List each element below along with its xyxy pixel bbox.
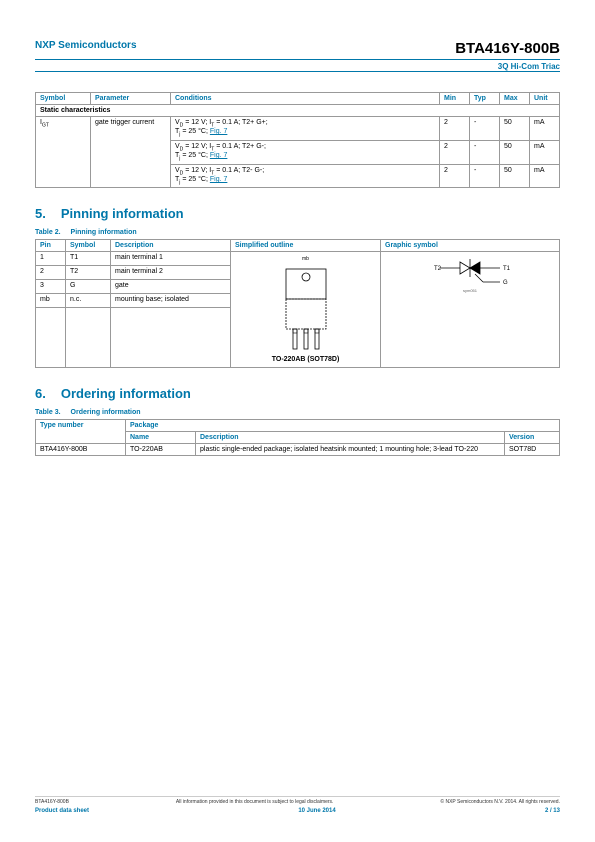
section-name: Ordering information: [61, 386, 191, 401]
svg-text:T1: T1: [503, 266, 511, 272]
cell-desc: mounting base; isolated: [111, 294, 231, 308]
cell-max: 50: [500, 140, 530, 164]
footer-copyright: © NXP Semiconductors N.V. 2014. All righ…: [440, 799, 560, 805]
th-package: Package: [126, 420, 560, 432]
cell-desc: main terminal 1: [111, 252, 231, 266]
th-version: Version: [505, 432, 560, 444]
cell-conditions: VD = 12 V; IT = 0.1 A; T2+ G-; Tj = 25 °…: [171, 140, 440, 164]
cell-min: 2: [440, 117, 470, 141]
th-type: Type number: [36, 420, 126, 444]
svg-text:G: G: [503, 280, 508, 286]
fig-link[interactable]: Fig. 7: [210, 152, 228, 159]
cell-max: 50: [500, 117, 530, 141]
cell-conditions: VD = 12 V; IT = 0.1 A; T2+ G+; Tj = 25 °…: [171, 117, 440, 141]
footer-date: 10 June 2014: [298, 808, 335, 814]
section-number: 6.: [35, 386, 46, 401]
th-min: Min: [440, 93, 470, 105]
pinning-table: Pin Symbol Description Simplified outlin…: [35, 239, 560, 368]
cell-max: 50: [500, 164, 530, 188]
simplified-outline-cell: mb TO-220AB (SOT78D): [231, 252, 381, 368]
cell-symbol: T1: [66, 252, 111, 266]
table-row: BTA416Y-800B TO-220AB plastic single-end…: [36, 444, 560, 456]
cell-pin: mb: [36, 294, 66, 308]
fig-link[interactable]: Fig. 7: [210, 128, 228, 135]
table-header-row: Pin Symbol Description Simplified outlin…: [36, 240, 560, 252]
footer-disclaimer: All information provided in this documen…: [176, 799, 334, 805]
cell-typ: -: [470, 117, 500, 141]
cell-unit: mA: [530, 140, 560, 164]
th-pin: Pin: [36, 240, 66, 252]
cell-typ: -: [470, 140, 500, 164]
th-desc: Description: [196, 432, 505, 444]
cell-pin: 2: [36, 266, 66, 280]
table-header-row: Symbol Parameter Conditions Min Typ Max …: [36, 93, 560, 105]
characteristics-table: Symbol Parameter Conditions Min Typ Max …: [35, 92, 560, 188]
cell-type: BTA416Y-800B: [36, 444, 126, 456]
table-subheader-row: Static characteristics: [36, 105, 560, 117]
cell-desc: gate: [111, 280, 231, 294]
outline-top-label: mb: [235, 256, 376, 262]
th-unit: Unit: [530, 93, 560, 105]
cell-symbol: G: [66, 280, 111, 294]
cell-pin: 1: [36, 252, 66, 266]
table-header-row: Type number Package: [36, 420, 560, 432]
cell-desc: plastic single-ended package; isolated h…: [196, 444, 505, 456]
outline-caption: TO-220AB (SOT78D): [235, 356, 376, 363]
fig-link[interactable]: Fig. 7: [210, 176, 228, 183]
th-typ: Typ: [470, 93, 500, 105]
cell-name: TO-220AB: [126, 444, 196, 456]
th-name: Name: [126, 432, 196, 444]
th-parameter: Parameter: [91, 93, 171, 105]
subheader-cell: Static characteristics: [36, 105, 560, 117]
cell-pin: 3: [36, 280, 66, 294]
cell-conditions: VD = 12 V; IT = 0.1 A; T2- G-; Tj = 25 °…: [171, 164, 440, 188]
th-graphic: Graphic symbol: [381, 240, 560, 252]
section-number: 5.: [35, 206, 46, 221]
cell-unit: mA: [530, 117, 560, 141]
th-description: Description: [111, 240, 231, 252]
table3-caption: Table 3.Ordering information: [35, 409, 560, 416]
footer-doc-type: Product data sheet: [35, 808, 89, 814]
svg-text:T2: T2: [434, 266, 442, 272]
th-symbol: Symbol: [66, 240, 111, 252]
ordering-table: Type number Package Name Description Ver…: [35, 419, 560, 456]
page-footer: BTA416Y-800B All information provided in…: [35, 796, 560, 814]
cell-min: 2: [440, 164, 470, 188]
cell-unit: mA: [530, 164, 560, 188]
section-6-title: 6. Ordering information: [35, 386, 560, 401]
svg-text:sym051: sym051: [463, 288, 478, 293]
footer-page: 2 / 13: [545, 808, 560, 814]
table-row: IGT gate trigger current VD = 12 V; IT =…: [36, 117, 560, 141]
company-name: NXP Semiconductors: [35, 40, 137, 51]
product-subtitle: 3Q Hi-Com Triac: [35, 62, 560, 71]
cell-symbol: n.c.: [66, 294, 111, 308]
cell-desc: main terminal 2: [111, 266, 231, 280]
table-row: 1 T1 main terminal 1 mb TO-220AB (SOT78D…: [36, 252, 560, 266]
part-number: BTA416Y-800B: [455, 40, 560, 57]
section-name: Pinning information: [61, 206, 184, 221]
footer-part: BTA416Y-800B: [35, 799, 69, 805]
th-conditions: Conditions: [171, 93, 440, 105]
page-header: NXP Semiconductors BTA416Y-800B 3Q Hi-Co…: [35, 40, 560, 72]
th-max: Max: [500, 93, 530, 105]
cell-parameter: gate trigger current: [91, 117, 171, 188]
graphic-symbol-cell: T2 T1 G sym051: [381, 252, 560, 368]
cell-symbol: IGT: [36, 117, 91, 188]
section-5-title: 5. Pinning information: [35, 206, 560, 221]
cell-typ: -: [470, 164, 500, 188]
cell-symbol: T2: [66, 266, 111, 280]
package-outline-icon: [276, 264, 336, 354]
table2-caption: Table 2.Pinning information: [35, 229, 560, 236]
cell-min: 2: [440, 140, 470, 164]
th-symbol: Symbol: [36, 93, 91, 105]
cell-version: SOT78D: [505, 444, 560, 456]
th-outline: Simplified outline: [231, 240, 381, 252]
triac-symbol-icon: T2 T1 G sym051: [425, 256, 515, 296]
